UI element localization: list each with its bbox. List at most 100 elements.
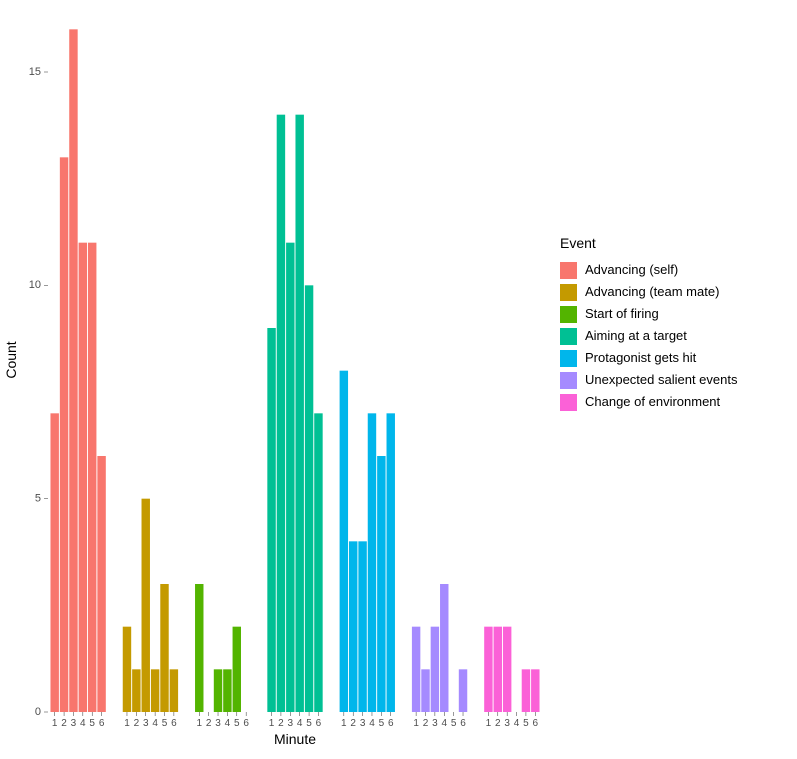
x-tick-label: 2 <box>495 718 501 729</box>
bar <box>368 413 376 712</box>
bar <box>340 371 348 712</box>
legend-swatch <box>560 284 577 301</box>
x-tick-label: 5 <box>306 718 312 729</box>
bar <box>79 243 87 712</box>
x-tick-label: 4 <box>80 718 86 729</box>
x-tick-label: 5 <box>523 718 529 729</box>
bar <box>97 456 105 712</box>
x-tick-label: 5 <box>379 718 385 729</box>
x-tick-label: 5 <box>234 718 240 729</box>
legend-title: Event <box>560 235 596 251</box>
bar <box>123 627 131 712</box>
y-tick-label: 0 <box>35 706 41 718</box>
bar <box>142 499 150 712</box>
x-tick-label: 4 <box>297 718 303 729</box>
x-tick-label: 3 <box>215 718 221 729</box>
bar <box>387 413 395 712</box>
bar <box>522 669 530 712</box>
x-tick-label: 1 <box>341 718 347 729</box>
bar <box>349 541 357 712</box>
x-tick-label: 4 <box>152 718 158 729</box>
bar <box>484 627 492 712</box>
legend-swatch <box>560 350 577 367</box>
legend-item-label: Aiming at a target <box>585 328 687 343</box>
x-tick-label: 2 <box>278 718 284 729</box>
x-tick-label: 2 <box>206 718 212 729</box>
bar <box>69 29 77 712</box>
bar <box>233 627 241 712</box>
x-tick-label: 1 <box>413 718 419 729</box>
legend-item-label: Unexpected salient events <box>585 372 738 387</box>
x-tick-label: 5 <box>89 718 95 729</box>
legend-swatch <box>560 262 577 279</box>
legend-item-label: Advancing (team mate) <box>585 284 719 299</box>
x-tick-label: 1 <box>486 718 492 729</box>
bar <box>412 627 420 712</box>
legend-item-label: Advancing (self) <box>585 262 678 277</box>
faceted-bar-chart: 051015Count12345612345612345612345612345… <box>0 0 797 759</box>
bar <box>440 584 448 712</box>
y-tick-label: 15 <box>29 66 41 78</box>
bar <box>314 413 322 712</box>
bar <box>151 669 159 712</box>
x-tick-label: 1 <box>124 718 130 729</box>
x-tick-label: 3 <box>504 718 510 729</box>
x-tick-label: 5 <box>162 718 168 729</box>
y-tick-label: 10 <box>29 279 41 291</box>
bar <box>60 157 68 712</box>
x-tick-label: 6 <box>533 718 539 729</box>
x-tick-label: 4 <box>369 718 375 729</box>
x-tick-label: 1 <box>269 718 275 729</box>
bar <box>421 669 429 712</box>
x-tick-label: 6 <box>460 718 466 729</box>
x-tick-label: 1 <box>196 718 202 729</box>
x-tick-label: 3 <box>360 718 366 729</box>
bar <box>286 243 294 712</box>
x-tick-label: 2 <box>350 718 356 729</box>
x-tick-label: 4 <box>441 718 447 729</box>
bar <box>358 541 366 712</box>
legend-swatch <box>560 372 577 389</box>
x-tick-label: 6 <box>243 718 249 729</box>
bar <box>431 627 439 712</box>
x-tick-label: 3 <box>143 718 149 729</box>
bar <box>377 456 385 712</box>
y-axis-label: Count <box>3 341 19 378</box>
x-tick-label: 2 <box>61 718 67 729</box>
bar <box>132 669 140 712</box>
bar <box>223 669 231 712</box>
legend-swatch <box>560 394 577 411</box>
x-tick-label: 3 <box>432 718 438 729</box>
bar <box>50 413 58 712</box>
x-tick-label: 5 <box>451 718 457 729</box>
x-tick-label: 6 <box>316 718 322 729</box>
x-tick-label: 6 <box>388 718 394 729</box>
bar <box>88 243 96 712</box>
x-tick-label: 6 <box>99 718 105 729</box>
x-tick-label: 4 <box>514 718 520 729</box>
x-tick-label: 6 <box>171 718 177 729</box>
bar <box>277 115 285 712</box>
x-tick-label: 3 <box>288 718 294 729</box>
legend-item-label: Protagonist gets hit <box>585 350 697 365</box>
bar <box>267 328 275 712</box>
x-tick-label: 4 <box>225 718 231 729</box>
x-tick-label: 2 <box>423 718 429 729</box>
plot-panel <box>48 8 542 712</box>
y-tick-label: 5 <box>35 493 41 505</box>
x-axis-label: Minute <box>274 731 316 747</box>
bar <box>195 584 203 712</box>
bar <box>170 669 178 712</box>
bar <box>295 115 303 712</box>
bar <box>160 584 168 712</box>
chart-container: 051015Count12345612345612345612345612345… <box>0 0 797 759</box>
bar <box>503 627 511 712</box>
legend-swatch <box>560 306 577 323</box>
x-tick-label: 1 <box>52 718 58 729</box>
legend-item-label: Start of firing <box>585 306 659 321</box>
x-tick-label: 2 <box>134 718 140 729</box>
bar <box>214 669 222 712</box>
bar <box>494 627 502 712</box>
bar <box>531 669 539 712</box>
x-tick-label: 3 <box>71 718 77 729</box>
